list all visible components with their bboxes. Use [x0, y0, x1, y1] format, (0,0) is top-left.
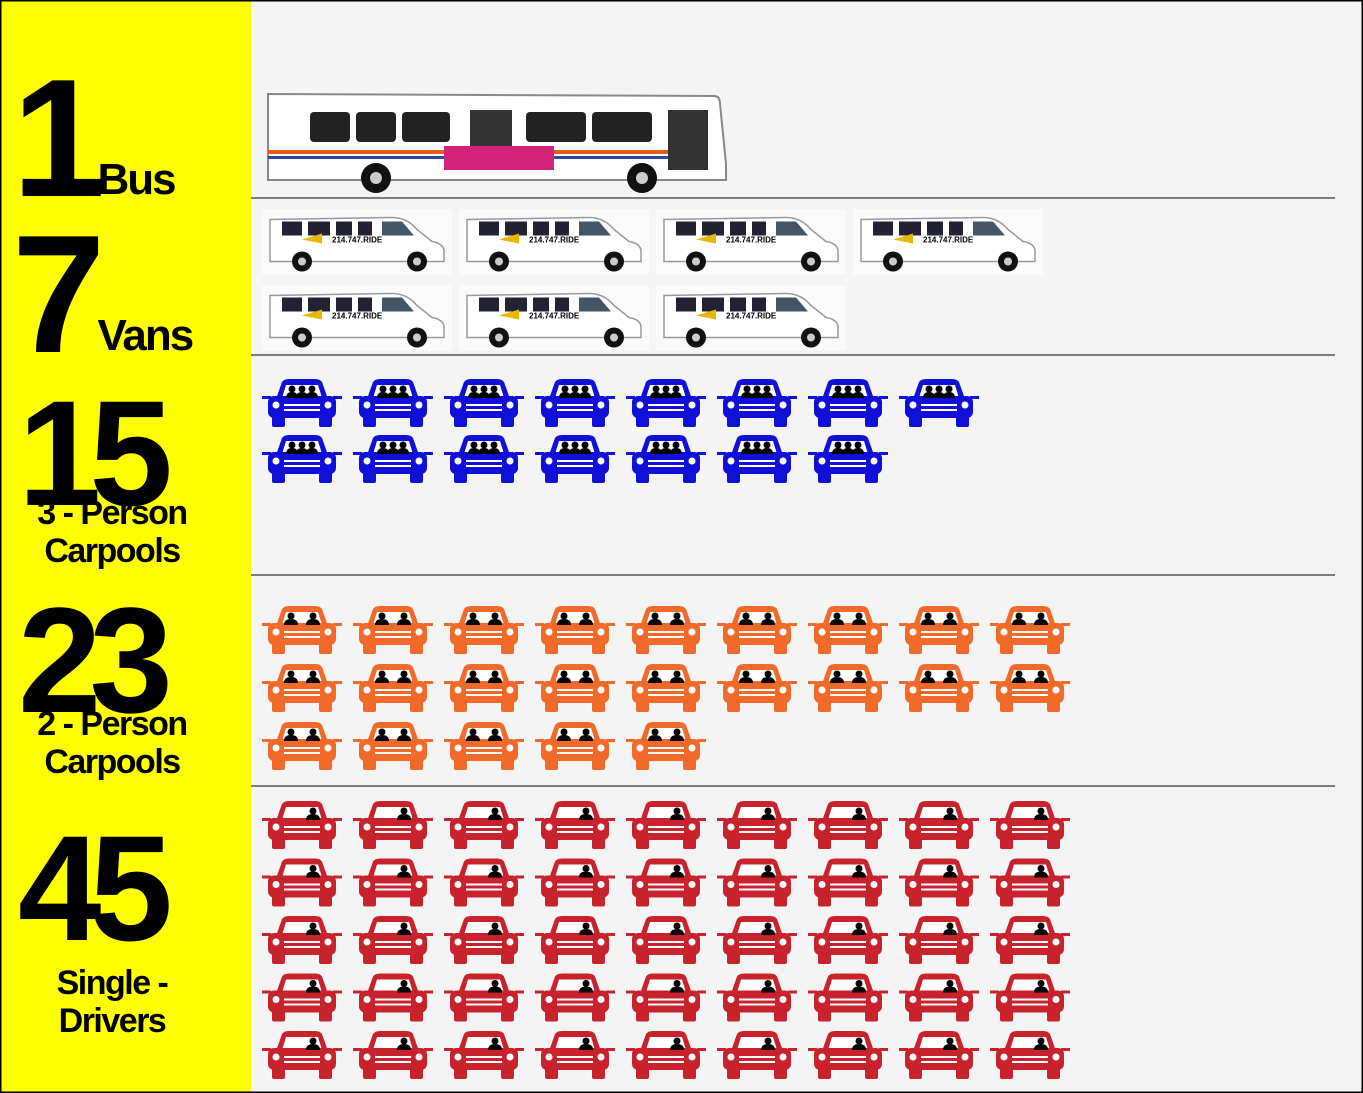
- vehicle-icon: [656, 286, 846, 351]
- vehicle-label: 3 - Person: [37, 494, 186, 532]
- vehicle-icon: [268, 94, 726, 193]
- infographic: 214.747.RIDE 1Bus7Vans153 - PersonCarpoo…: [0, 0, 1363, 1093]
- vehicle-icon: [459, 210, 649, 275]
- vehicle-icon: [656, 210, 846, 275]
- vehicle-icon: [262, 286, 452, 351]
- vehicle-label: Carpools: [44, 532, 180, 570]
- count-number: 45: [18, 804, 169, 972]
- vehicle-label: Single -: [57, 964, 168, 1002]
- vehicle-label: Vans: [97, 311, 192, 360]
- vehicle-label: Drivers: [59, 1002, 166, 1040]
- infographic-canvas: 214.747.RIDE 1Bus7Vans153 - PersonCarpoo…: [0, 0, 1363, 1093]
- count-number: 7: [12, 200, 99, 388]
- vehicle-label: 2 - Person: [37, 705, 186, 743]
- vehicle-icon: [459, 286, 649, 351]
- vehicle-icon: [262, 210, 452, 275]
- vehicle-label: Bus: [97, 155, 175, 204]
- vehicle-icon: [853, 210, 1043, 275]
- vehicle-label: Carpools: [44, 743, 180, 781]
